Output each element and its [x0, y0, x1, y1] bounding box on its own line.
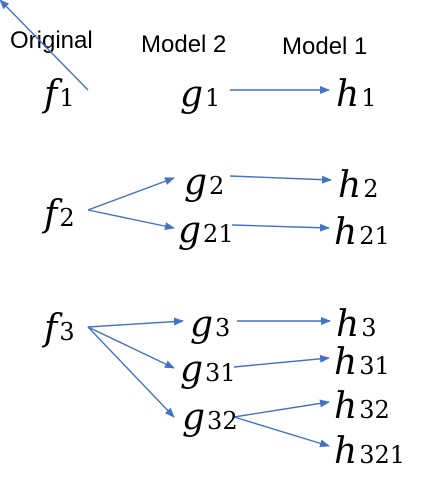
arrow-f3-to-g31 [87, 326, 175, 369]
node-h3-base: h [336, 304, 359, 345]
arrow-g32-to-h321 [233, 416, 330, 448]
node-g2-subscript: 2 [209, 172, 224, 200]
node-g2-base: g [184, 162, 207, 203]
node-f3: f3 [41, 308, 75, 349]
node-h31-subscript: 31 [359, 352, 390, 380]
arrow-f2-to-g2 [87, 177, 175, 211]
header-model-2: Model 2 [141, 31, 226, 58]
node-h321-subscript: 321 [359, 441, 405, 469]
node-h3: h3 [336, 304, 376, 345]
edges-layer [0, 0, 332, 448]
node-h1: h1 [336, 74, 376, 115]
node-g3-base: g [190, 304, 213, 345]
node-g2: g2 [184, 162, 224, 203]
header-original: Original [10, 27, 93, 54]
node-h321: h321 [334, 431, 405, 472]
node-g1: g1 [180, 74, 220, 115]
node-h321-base: h [334, 431, 357, 472]
node-g21: g21 [178, 210, 234, 251]
node-g21-subscript: 21 [203, 220, 234, 248]
header-model-1: Model 1 [282, 33, 367, 60]
node-h31-base: h [334, 342, 357, 383]
arrow-f1-to-g1 [0, 0, 89, 91]
node-g32-base: g [182, 397, 205, 438]
node-h21-base: h [334, 212, 357, 253]
node-g3: g3 [190, 304, 230, 345]
node-h3-subscript: 3 [361, 314, 376, 342]
node-f2-subscript: 2 [59, 204, 74, 232]
node-f1: f1 [41, 74, 75, 115]
node-f1-subscript: 1 [59, 84, 74, 112]
arrow-g32-to-h32 [233, 399, 330, 418]
node-h21: h21 [334, 212, 390, 253]
node-g1-base: g [180, 74, 203, 115]
node-h1-base: h [336, 74, 359, 115]
node-g31-subscript: 31 [205, 359, 236, 387]
node-g21-base: g [178, 210, 201, 251]
node-h21-subscript: 21 [359, 222, 390, 250]
node-f3-subscript: 3 [59, 318, 74, 346]
node-h32-base: h [334, 386, 357, 427]
arrow-g21-to-h21 [231, 223, 330, 232]
node-h2: h2 [338, 165, 378, 206]
arrow-f3-to-g32 [87, 326, 175, 418]
node-g32-subscript: 32 [207, 407, 238, 435]
node-g32: g32 [182, 397, 238, 438]
node-h31: h31 [334, 342, 390, 383]
node-h1-subscript: 1 [361, 84, 376, 112]
node-h2-base: h [338, 165, 361, 206]
node-g31: g31 [180, 349, 236, 390]
node-h32-subscript: 32 [359, 396, 390, 424]
node-g31-base: g [180, 349, 203, 390]
arrow-g2-to-h2 [229, 175, 332, 184]
node-g1-subscript: 1 [205, 84, 220, 112]
arrow-f3-to-g3 [87, 317, 184, 328]
node-h2-subscript: 2 [363, 175, 378, 203]
arrow-g31-to-h31 [233, 354, 330, 368]
node-g3-subscript: 3 [215, 314, 230, 342]
node-h32: h32 [334, 386, 390, 427]
node-f2: f2 [41, 194, 75, 235]
arrow-f2-to-g21 [87, 209, 175, 231]
